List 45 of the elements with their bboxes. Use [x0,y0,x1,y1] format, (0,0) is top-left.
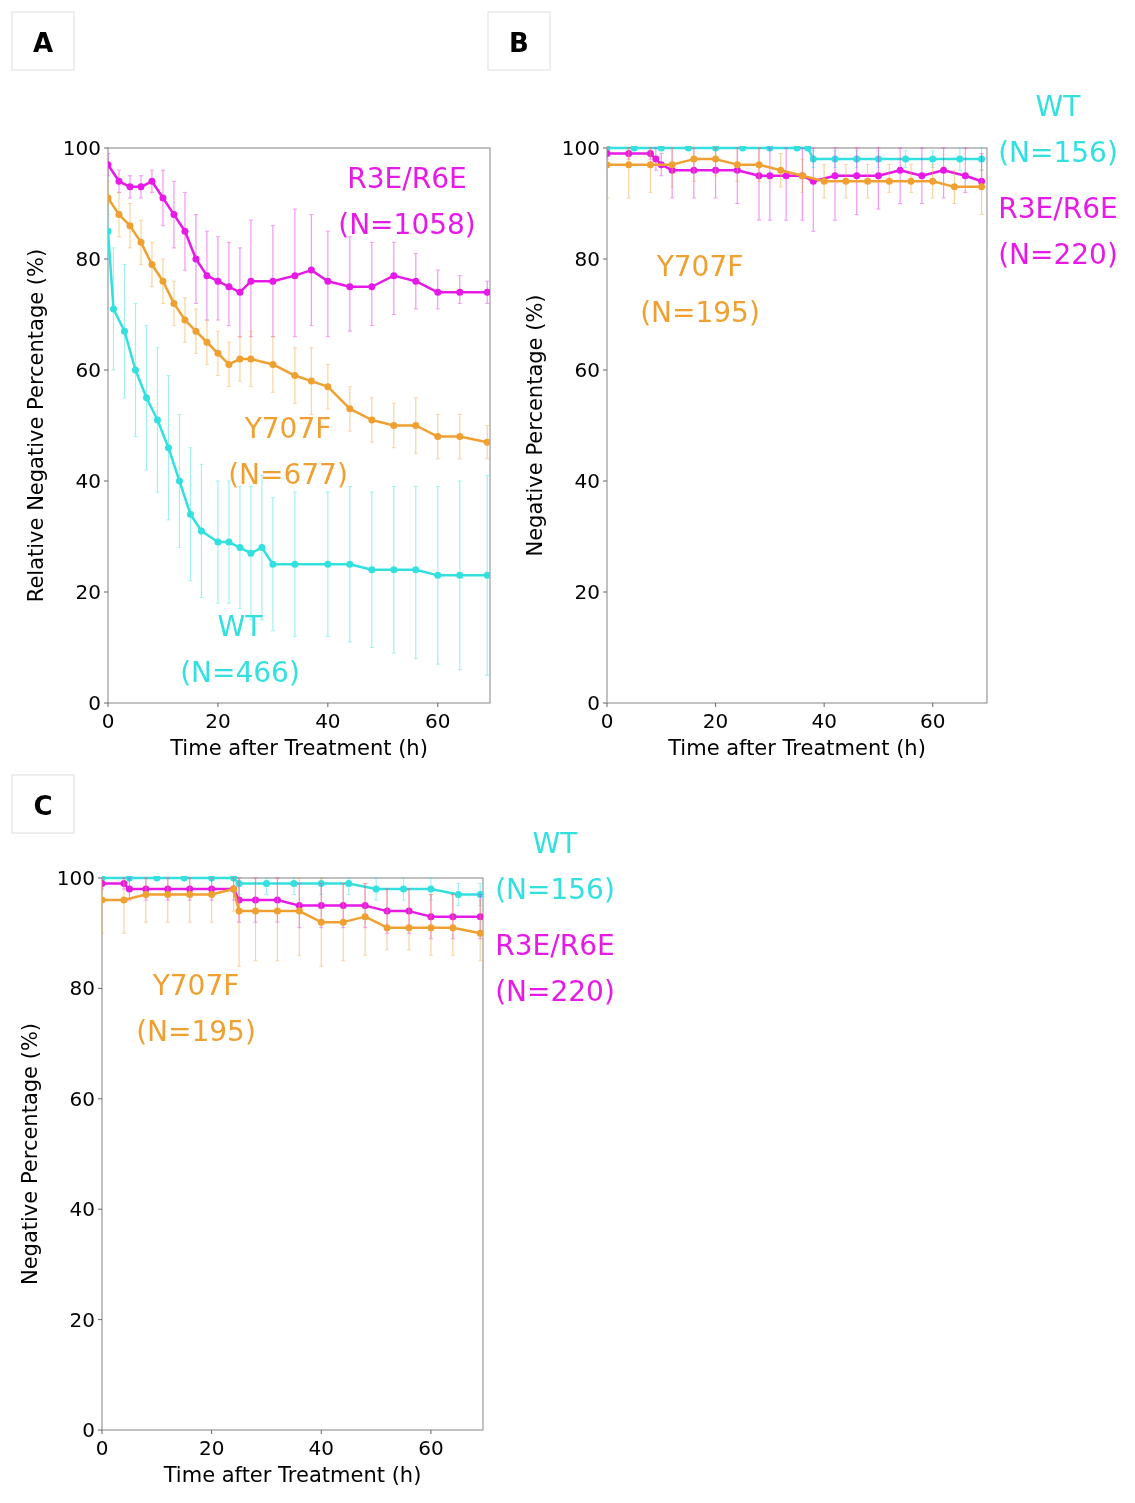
y-tick-label: 60 [574,358,600,382]
x-tick-label: 40 [811,709,837,733]
y-tick-label: 100 [561,136,600,160]
x-axis-title: Time after Treatment (h) [169,736,428,760]
y-tick-label: 0 [587,691,600,715]
x-tick-label: 20 [205,709,231,733]
y-tick-label: 20 [69,1307,95,1332]
x-axis-title: Time after Treatment (h) [667,736,926,760]
x-tick-label: 60 [919,709,946,733]
series-label: WT (N=466) [180,610,300,689]
x-axis-title: Time after Treatment (h) [162,1463,422,1487]
y-tick-label: 0 [82,1418,95,1442]
chart-title: A [32,28,54,58]
y-tick-label: 40 [75,469,101,493]
y-axis-title: Negative Percentage (%) [18,1022,42,1286]
y-tick-label: 80 [574,247,600,271]
x-tick-label: 40 [315,709,341,733]
x-tick-label: 20 [198,1436,225,1460]
y-tick-label: 80 [69,976,95,1001]
series-label: Y707F (N=195) [136,969,256,1048]
x-tick-label: 60 [418,1436,444,1460]
x-tick-label: 60 [425,709,451,733]
series-label: R3E/R6E (N=220) [495,929,615,1008]
y-tick-label: 20 [75,580,101,604]
y-tick-label: 0 [88,691,101,715]
y-axis-title: Relative Negative Percentage (%) [24,248,48,603]
text: Y707F (N=195) [640,250,760,329]
y-tick-label: 60 [69,1086,95,1111]
x-tick-label: 20 [702,709,729,733]
y-tick-label: 100 [62,136,101,160]
chart-title: C [33,791,53,821]
y-tick-label: 40 [574,469,600,493]
y-tick-label: 60 [75,358,101,382]
series-label: Y707F (N=677) [228,412,348,491]
series-label: WT (N=156) [495,827,615,906]
y-tick-label: 80 [75,247,101,271]
series-label: WT (N=156) [998,90,1118,169]
y-tick-label: 20 [574,580,600,604]
series-label: R3E/R6E (N=1058) [338,162,476,241]
series-label: R3E/R6E (N=220) [998,192,1118,271]
y-tick-label: 40 [69,1197,95,1222]
chart-title: B [509,28,529,58]
y-tick-label: 100 [56,866,95,890]
x-tick-label: 40 [308,1436,335,1460]
y-axis-title: Negative Percentage (%) [523,294,547,557]
